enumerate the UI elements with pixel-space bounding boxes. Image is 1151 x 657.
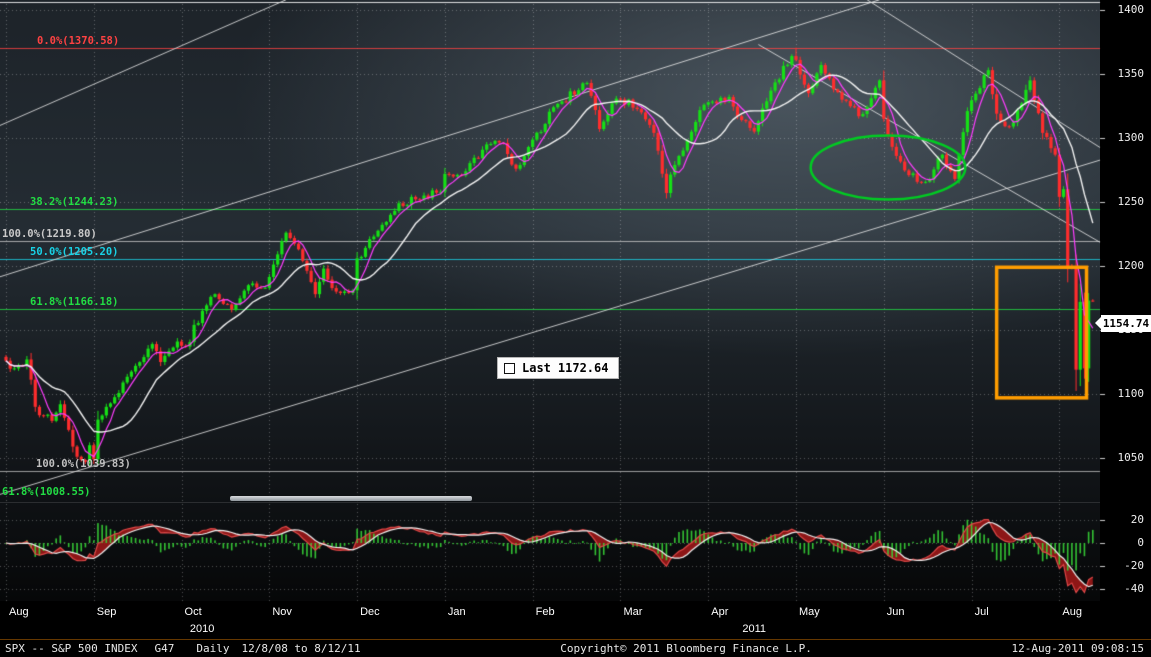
price-tick-label: 1400: [1117, 3, 1145, 16]
month-label: Nov: [272, 606, 292, 618]
year-label: 2010: [189, 623, 215, 635]
last-price-legend[interactable]: Last 1172.64: [497, 357, 620, 379]
copyright-label: Copyright© 2011 Bloomberg Finance L.P.: [560, 642, 812, 655]
legend-label: Last: [522, 361, 551, 375]
indicator-tick-label: -20: [1124, 559, 1144, 572]
fib-level-label: 61.8%(1008.55): [2, 486, 91, 498]
legend-value: 1172.64: [557, 361, 609, 375]
ticker-label: SPX -- S&P 500 INDEX: [5, 642, 138, 655]
status-left: SPX -- S&P 500 INDEX G47 Daily 12/8/08 t…: [5, 642, 361, 655]
panel-divider: [0, 502, 1100, 503]
price-tick-label: 1350: [1117, 67, 1145, 80]
indicator-tick-label: -40: [1124, 582, 1144, 595]
month-label: Jan: [447, 606, 466, 618]
price-tick-label: 1050: [1117, 451, 1145, 464]
price-tick-label: 1250: [1117, 195, 1145, 208]
price-tick-label: 1200: [1117, 259, 1145, 272]
month-label: Mar: [623, 606, 643, 618]
month-label: May: [799, 606, 820, 618]
fib-level-label: 38.2%(1244.23): [30, 196, 119, 209]
date-range-label: 12/8/08 to 8/12/11: [241, 642, 361, 655]
month-label: Apr: [711, 606, 729, 618]
datetime-label: 12-Aug-2011 09:08:15: [1011, 642, 1144, 655]
last-price-axis-value: 1154.74: [1102, 317, 1150, 330]
fib-level-label: 100.0%(1039.83): [36, 458, 131, 471]
fib-level-label: 61.8%(1166.18): [30, 296, 119, 309]
horizontal-scrollbar-thumb[interactable]: [230, 496, 472, 501]
fib-level-label: 0.0%(1370.58): [37, 34, 120, 47]
month-label: Jul: [974, 606, 989, 618]
legend-marker-icon: [504, 362, 515, 374]
price-tick-label: 1100: [1117, 387, 1145, 400]
month-label: Jun: [886, 606, 905, 618]
price-tick-label: 1300: [1117, 131, 1145, 144]
indicator-tick-label: 20: [1130, 513, 1144, 526]
screen-code: G47: [154, 642, 175, 655]
month-label: Aug: [9, 606, 29, 618]
fib-level-label: 50.0%(1205.20): [30, 246, 119, 259]
month-label: Dec: [360, 606, 380, 618]
indicator-tick-label: 0: [1137, 536, 1144, 549]
period-label: Daily: [196, 642, 230, 655]
last-price-axis-tag: 1154.74: [1095, 315, 1151, 332]
fib-level-label: 100.0%(1219.80): [2, 227, 97, 240]
month-label: Feb: [535, 606, 555, 618]
status-bar: SPX -- S&P 500 INDEX G47 Daily 12/8/08 t…: [0, 639, 1151, 657]
month-label: Oct: [184, 606, 202, 618]
month-label: Aug: [1062, 606, 1082, 618]
year-label: 2011: [742, 623, 767, 635]
month-label: Sep: [96, 606, 117, 618]
